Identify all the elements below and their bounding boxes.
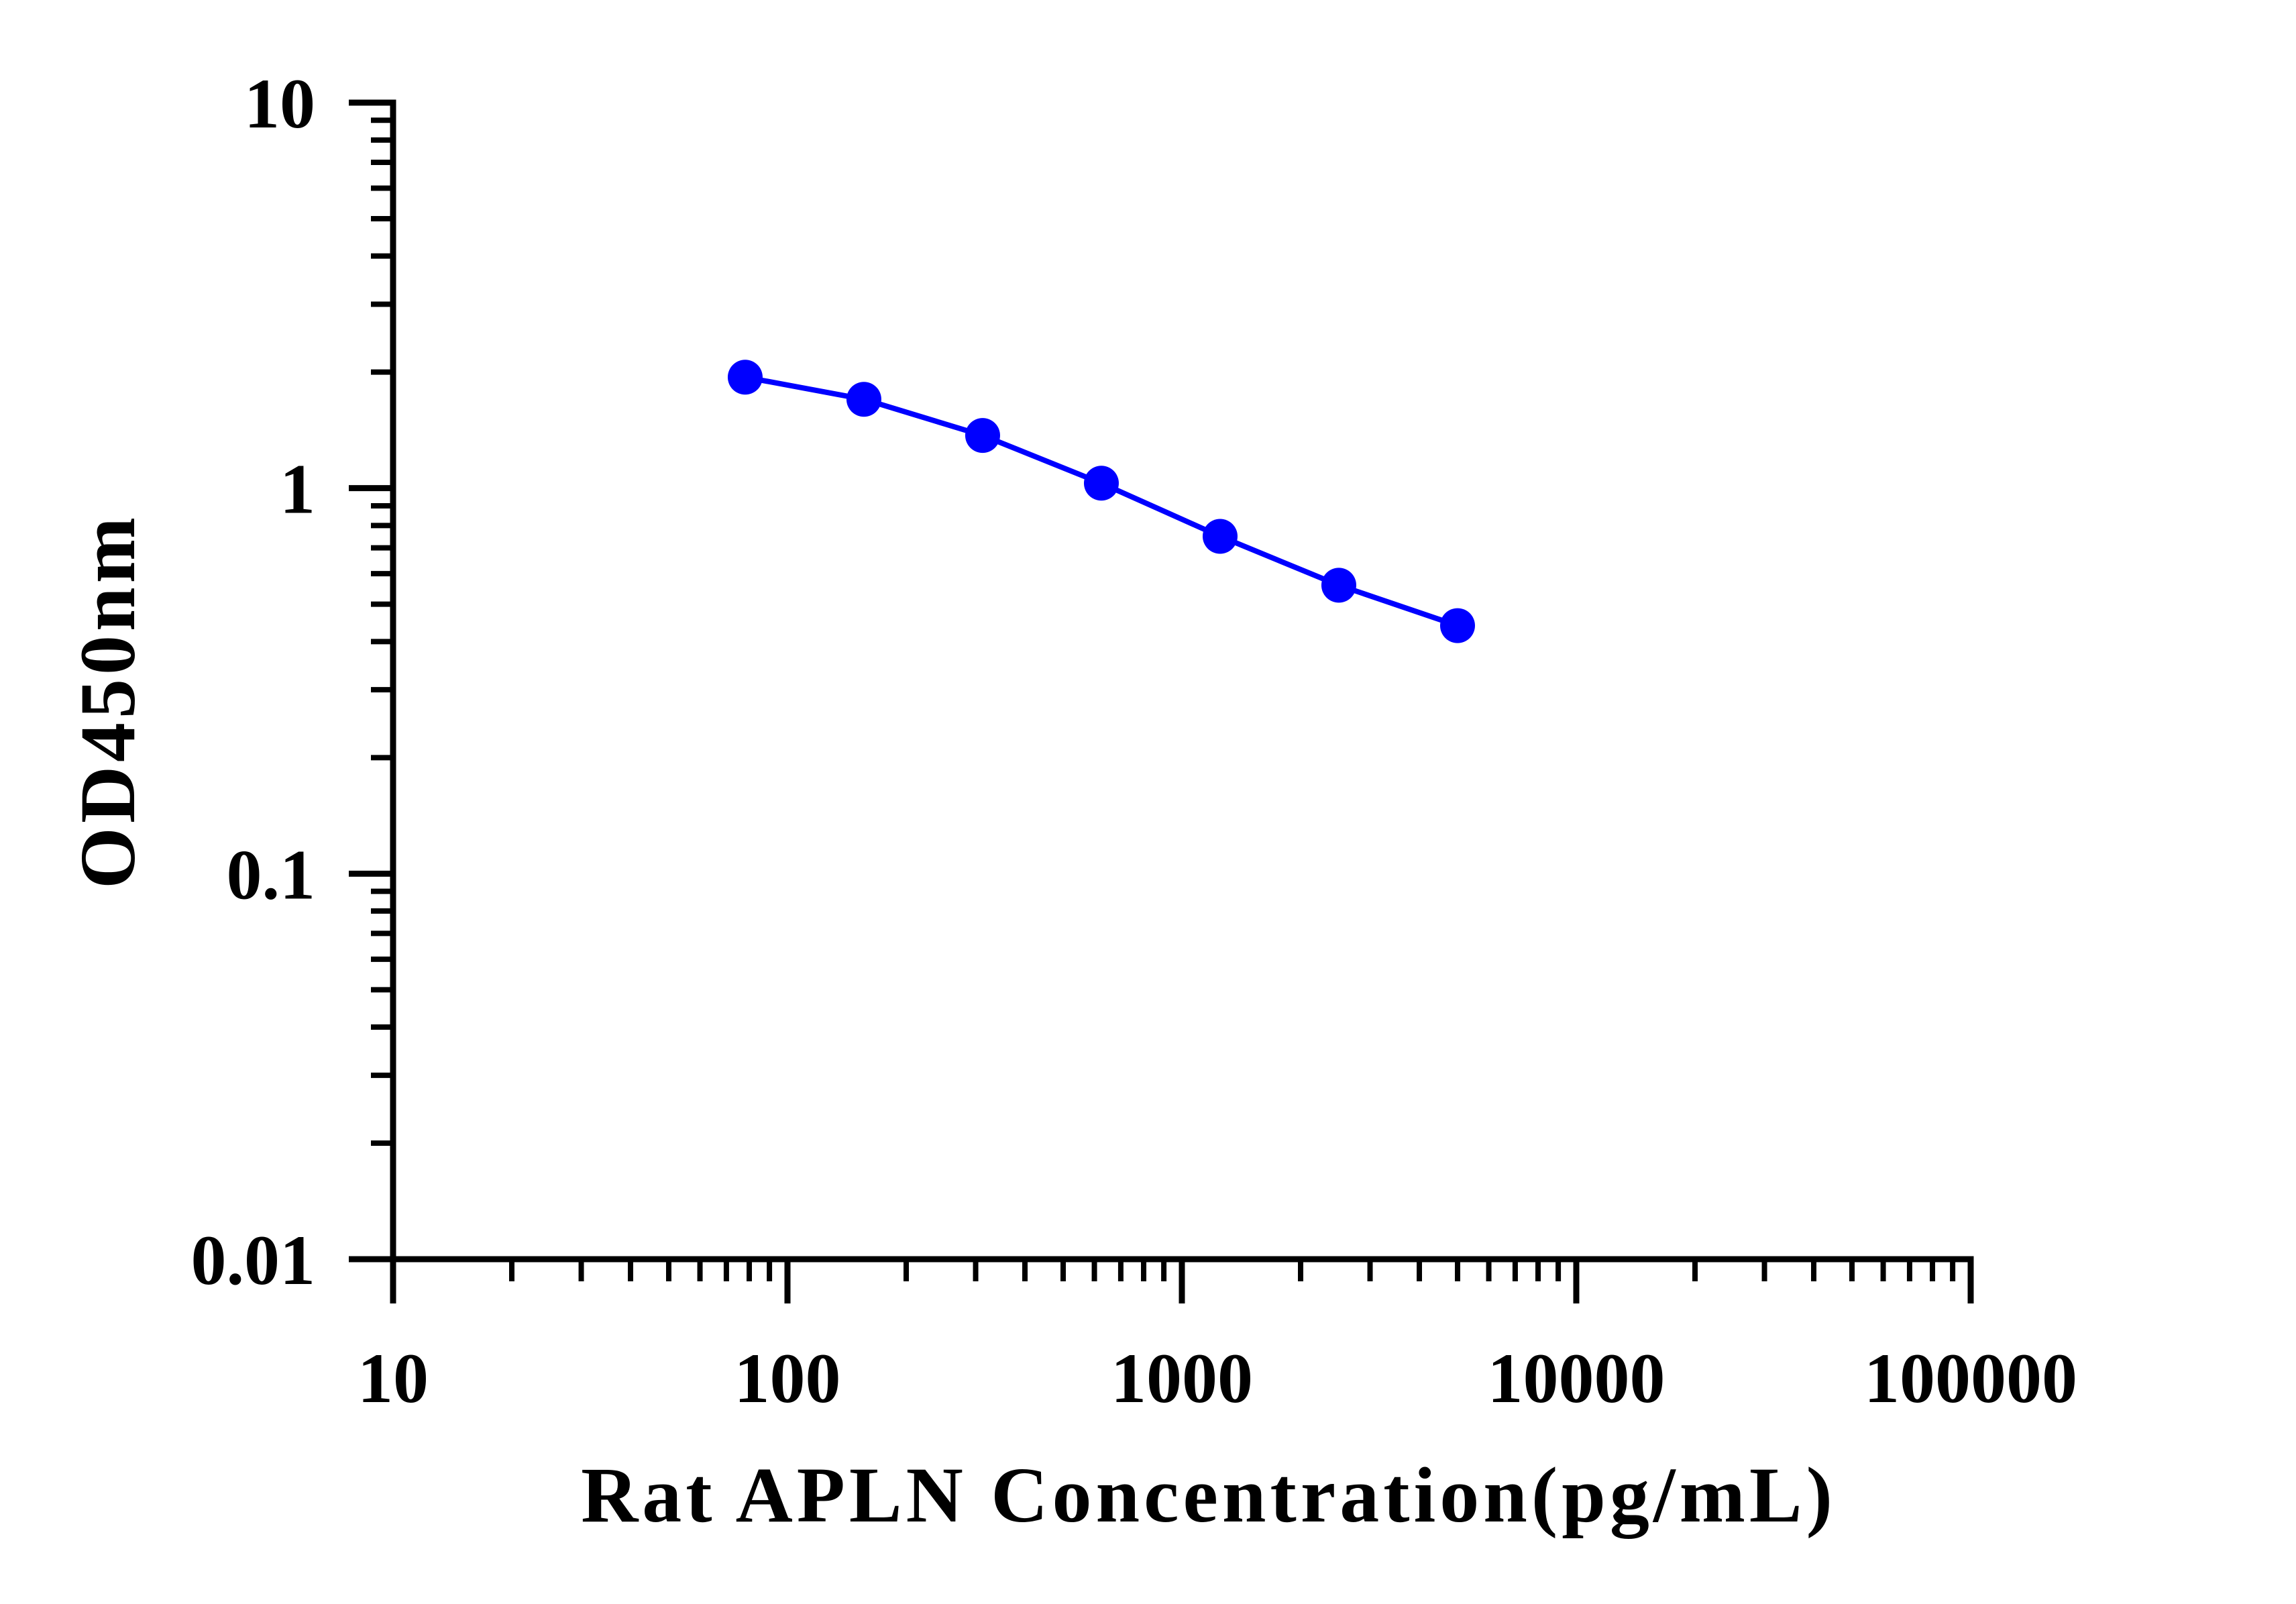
x-axis-ticks (390, 1259, 1974, 1303)
data-point (1202, 519, 1238, 554)
y-axis-title: OD450nm (64, 513, 152, 889)
y-tick-label: 10 (244, 64, 315, 143)
x-tick-label: 1000 (1111, 1339, 1253, 1418)
data-point (1083, 466, 1119, 501)
x-tick-label: 100000 (1864, 1339, 2077, 1418)
data-series (727, 360, 1475, 643)
data-point (1321, 568, 1356, 603)
data-point (727, 360, 763, 395)
x-axis-title: Rat APLN Concentration(pg/mL) (581, 1451, 1837, 1539)
y-axis-tick-labels: 0.01 0.1 1 10 (191, 64, 316, 1299)
y-tick-label: 0.1 (227, 835, 316, 914)
data-point (1439, 608, 1475, 643)
x-axis-tick-labels: 10 100 1000 10000 100000 (358, 1339, 2077, 1418)
data-point (846, 382, 881, 417)
x-tick-label: 10000 (1488, 1339, 1665, 1418)
x-tick-label: 10 (358, 1339, 429, 1418)
y-tick-label: 1 (280, 450, 315, 529)
y-axis-ticks (349, 99, 393, 1263)
x-tick-label: 100 (734, 1339, 841, 1418)
y-tick-label: 0.01 (191, 1221, 316, 1299)
data-point (965, 418, 1000, 453)
